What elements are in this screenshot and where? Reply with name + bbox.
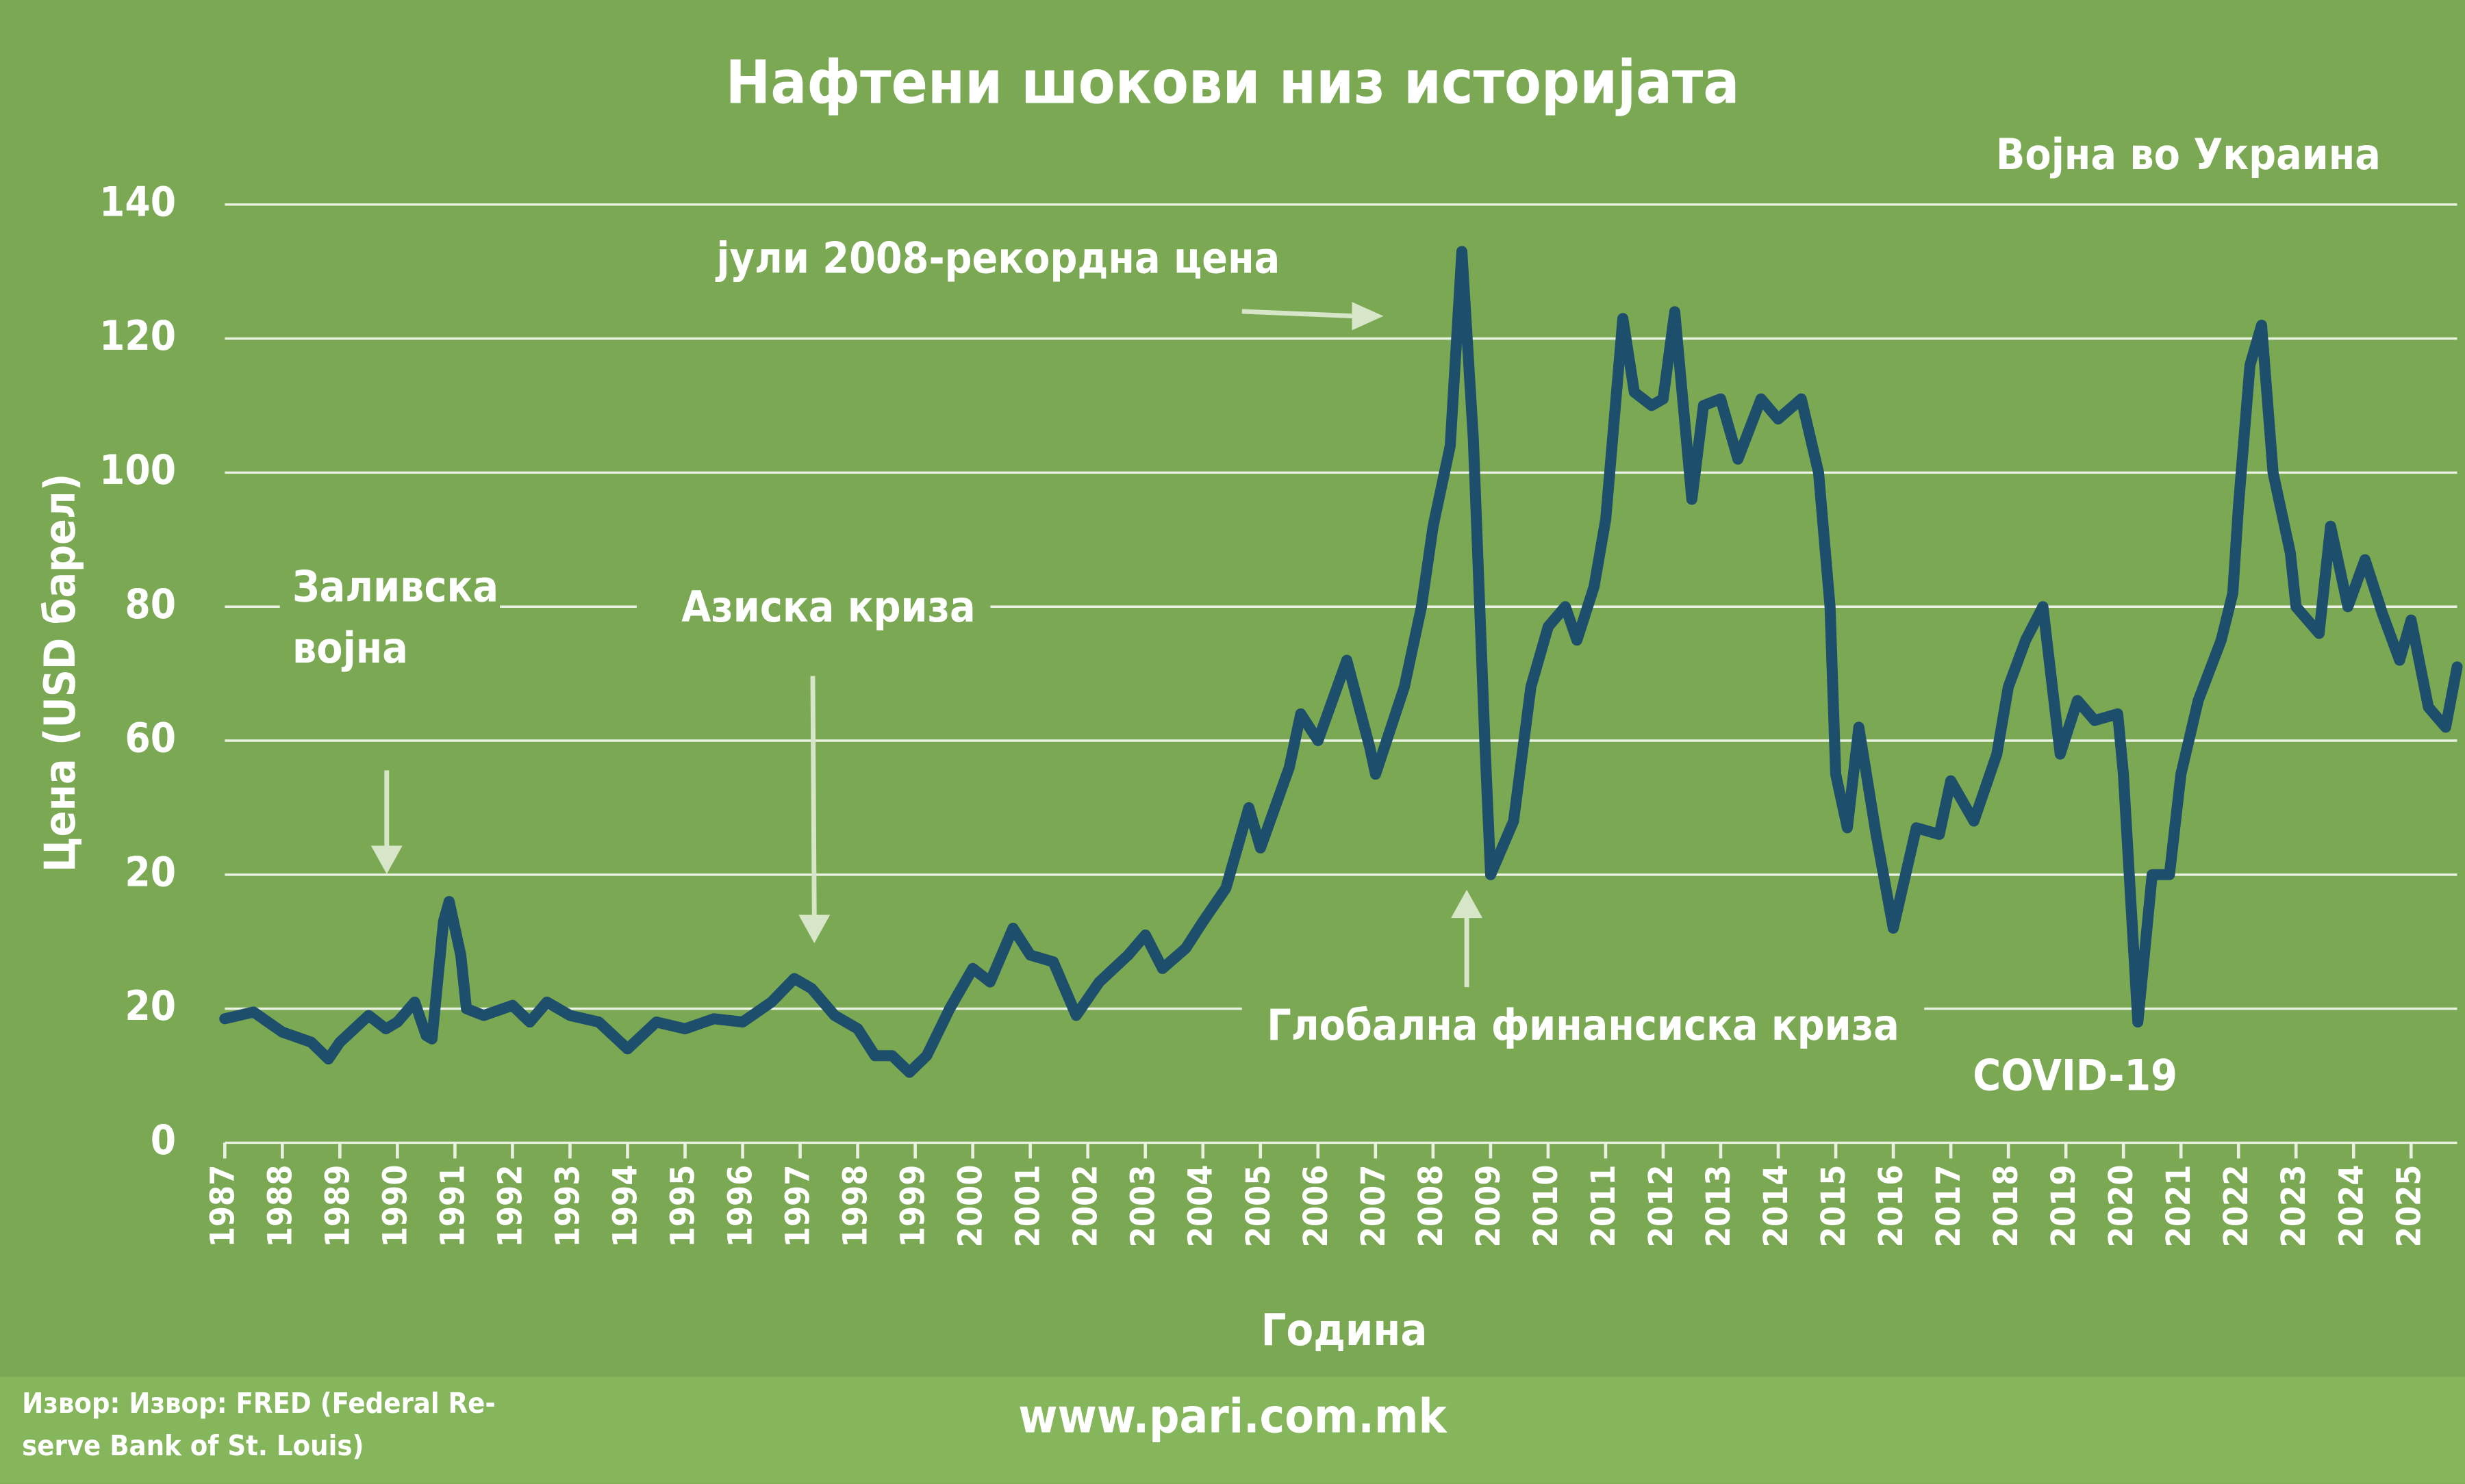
x-tick-label: 2025 — [2390, 1165, 2428, 1248]
x-tick-label: 2020 — [2102, 1165, 2140, 1248]
plot — [219, 246, 2463, 1078]
annotation-bg — [1241, 990, 1925, 1063]
y-tick-label: 20 — [125, 983, 176, 1030]
x-tick-label: 2015 — [1815, 1165, 1853, 1248]
chart-title: Нафтени шокови низ историјата — [726, 48, 1740, 118]
x-tick-label: 2022 — [2217, 1165, 2255, 1248]
x-axis-label: Година — [1261, 1305, 1428, 1356]
arrow — [810, 676, 817, 920]
x-tick-label: 1997 — [779, 1165, 818, 1248]
y-tick-label: 0 — [151, 1117, 176, 1164]
x-tick-label: 2014 — [1757, 1165, 1795, 1248]
x-tick-label: 1989 — [318, 1165, 357, 1248]
x-tick-label: 1991 — [433, 1165, 472, 1248]
x-tick-label: 2012 — [1642, 1165, 1680, 1248]
x-tick-label: 2001 — [1009, 1165, 1048, 1248]
x-tick-label: 2003 — [1124, 1165, 1163, 1248]
annotation: Војна во Украина — [1996, 129, 2381, 179]
x-tick-label: 2016 — [1872, 1165, 1910, 1248]
x-tick-label: 1999 — [894, 1165, 933, 1248]
x-tick-label: 2007 — [1354, 1165, 1393, 1248]
source: Извор: Извор: FRED (Federal Re- — [22, 1387, 496, 1420]
annotations: Заливска војна Азиска криза јули 2008-ре… — [279, 129, 2381, 1100]
x-tick-label: 2008 — [1412, 1165, 1450, 1248]
footer-band — [0, 1377, 2465, 1484]
annotation-bg — [279, 558, 501, 685]
y-tick-label: 120 — [99, 313, 176, 360]
arrow — [1241, 309, 1356, 319]
price-line — [219, 246, 2463, 1078]
x-tick-label: 2004 — [1182, 1165, 1220, 1248]
x-tick-label: 1998 — [837, 1165, 875, 1248]
x-tick-label: 2018 — [1987, 1165, 2025, 1248]
annotation-bg — [636, 574, 991, 643]
x-tick-label: 2006 — [1297, 1165, 1335, 1248]
x-tick-label: 2011 — [1584, 1165, 1623, 1248]
x-tick-label: 2009 — [1469, 1165, 1508, 1248]
y-tick-label: 60 — [125, 715, 176, 763]
annotation: Азиска криза — [681, 582, 975, 632]
x-tick-label: 1988 — [261, 1165, 299, 1248]
x-tick-label: 2010 — [1527, 1165, 1565, 1248]
annotation: Глобална финансиска криза — [1267, 1000, 1899, 1050]
arrow-head — [1352, 302, 1384, 331]
x-tick-label: 1992 — [491, 1165, 529, 1248]
x-tick-label: 2021 — [2160, 1165, 2198, 1248]
source: serve Bank of St. Louis) — [22, 1429, 364, 1462]
annotation: Заливска — [292, 561, 498, 611]
y-tick-label: 80 — [125, 581, 176, 628]
x-tick-label: 1994 — [606, 1165, 644, 1248]
arrow-head — [370, 845, 403, 874]
x-tick-label: 1987 — [203, 1165, 242, 1248]
x-tick-label: 2000 — [952, 1165, 990, 1248]
annotation: јули 2008-рекордна цена — [716, 233, 1280, 283]
arrow-head — [1451, 889, 1483, 919]
y-axis-label: Цена (USD барел) — [35, 474, 85, 872]
arrow-head — [798, 914, 831, 943]
x-tick-label: 2017 — [1930, 1165, 1968, 1248]
annotation: војна — [292, 623, 408, 673]
x-tick-label: 2019 — [2045, 1165, 2083, 1248]
x-tick-label: 1993 — [548, 1165, 587, 1248]
x-tick-label: 2013 — [1699, 1165, 1738, 1248]
x-tick-label: 1990 — [376, 1165, 414, 1248]
x-tick-label: 2024 — [2332, 1165, 2371, 1248]
y-tick-label: 100 — [99, 447, 176, 494]
x-tick-label: 1996 — [722, 1165, 760, 1248]
annotation: COVID-19 — [1973, 1050, 2177, 1100]
x-tick-label: 2005 — [1239, 1165, 1278, 1248]
x-tick-label: 2023 — [2275, 1165, 2313, 1248]
x-tick-label: 2002 — [1067, 1165, 1105, 1248]
site: www.pari.com.mk — [1018, 1390, 1448, 1444]
x-tick-label: 1995 — [664, 1165, 703, 1248]
y-tick-label: 140 — [99, 179, 176, 226]
y-tick-label: 20 — [125, 849, 176, 896]
